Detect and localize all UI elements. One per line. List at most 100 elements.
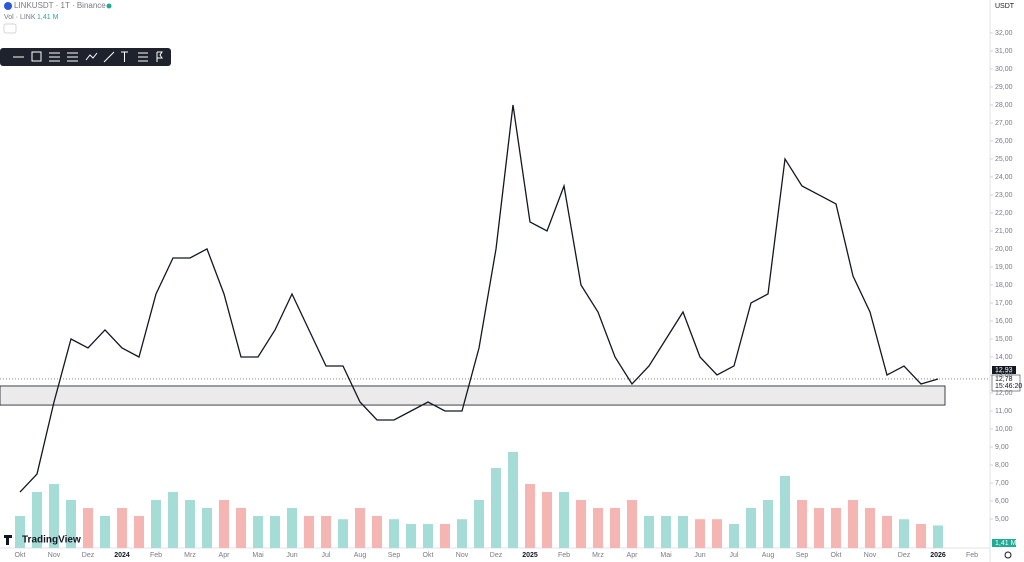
x-tick-label: Mai [252, 552, 264, 559]
y-tick-label: 25,00 [995, 156, 1013, 163]
volume-badge-label: 1,41 M [995, 540, 1017, 547]
volume-bar [712, 519, 722, 548]
y-tick-label: 5,00 [995, 516, 1009, 523]
symbol: LINKUSDT · 1T · Binance [14, 1, 106, 10]
volume-bar [117, 508, 127, 548]
y-tick-label: 19,00 [995, 264, 1013, 271]
volume-bar [321, 516, 331, 548]
settings-button[interactable] [1004, 551, 1012, 559]
volume-bar [287, 508, 297, 548]
volume-bar [865, 508, 875, 548]
volume-bar [270, 516, 280, 548]
last-price-label: 12,78 [995, 376, 1013, 383]
volume-bar [746, 508, 756, 548]
volume-bar [355, 508, 365, 548]
y-tick-label: 23,00 [995, 192, 1013, 199]
volume-bar [440, 524, 450, 548]
y-tick-label: 26,00 [995, 138, 1013, 145]
x-tick-label: Nov [456, 552, 469, 559]
volume-bar [389, 519, 399, 548]
countdown: 15:46:20 [995, 383, 1022, 390]
volume-bar [627, 500, 637, 548]
x-tick-label: Jul [322, 552, 331, 559]
x-tick-label: 2026 [930, 552, 946, 559]
volume-bar [49, 484, 59, 548]
y-tick-label: 6,00 [995, 498, 1009, 505]
y-tick-label: 18,00 [995, 282, 1013, 289]
volume-bar [661, 516, 671, 548]
volume-bar [508, 452, 518, 548]
collapse-button[interactable] [3, 23, 17, 34]
x-tick-label: Feb [150, 552, 162, 559]
volume-bar [525, 484, 535, 548]
symbol-icon [4, 2, 12, 10]
status-dot [106, 3, 112, 9]
vol-value: 1,41 M [37, 14, 59, 21]
plot [0, 32, 993, 548]
volume-bar [559, 492, 569, 548]
volume-bar [202, 508, 212, 548]
y-tick-label: 15,00 [995, 336, 1013, 343]
x-tick-label: Nov [48, 552, 61, 559]
y-tick-label: 22,00 [995, 210, 1013, 217]
support-zone [0, 385, 946, 406]
volume-bar [32, 492, 42, 548]
last-price-badge [991, 374, 1021, 392]
price-line-label: 12,93 [995, 367, 1013, 374]
volume-bar [491, 468, 501, 548]
volume-bar [338, 519, 348, 548]
y-tick-label: 17,00 [995, 300, 1013, 307]
volume-bar [474, 500, 484, 548]
x-tick-label: Jul [730, 552, 739, 559]
x-tick-label: Mrz [184, 552, 196, 559]
volume-bar [814, 508, 824, 548]
volume-bar [593, 508, 603, 548]
x-tick-label: Aug [354, 552, 367, 559]
brand-logo [4, 535, 12, 545]
y-tick-label: 28,00 [995, 102, 1013, 109]
x-tick-label: Aug [762, 552, 775, 559]
volume-bar [780, 476, 790, 548]
y-tick-label: 29,00 [995, 84, 1013, 91]
x-tick-label: 2025 [522, 552, 538, 559]
y-tick-label: 32,00 [995, 30, 1013, 37]
volume-bar [831, 508, 841, 548]
y-tick-label: 27,00 [995, 120, 1013, 127]
y-tick-label: 16,00 [995, 318, 1013, 325]
x-tick-label: Jun [694, 552, 705, 559]
volume-bar [185, 500, 195, 548]
volume-bar [372, 516, 382, 548]
y-tick-label: 21,00 [995, 228, 1013, 235]
volume-bar [219, 500, 229, 548]
volume-bar [542, 492, 552, 548]
y-tick-label: 12,00 [995, 390, 1013, 397]
y-tick-label: 9,00 [995, 444, 1009, 451]
volume-bar [168, 492, 178, 548]
x-tick-label: Apr [219, 552, 231, 559]
price-line-badge [992, 366, 1016, 374]
y-tick-label: 11,00 [995, 408, 1012, 415]
x-tick-label: Mai [660, 552, 672, 559]
y-tick-label: 10,00 [995, 426, 1013, 433]
x-tick-label: Mrz [592, 552, 604, 559]
volume-bar [253, 516, 263, 548]
x-tick-label: Nov [864, 552, 877, 559]
y-tick-label: 20,00 [995, 246, 1013, 253]
volume-bar [882, 516, 892, 548]
volume-bar [678, 516, 688, 548]
y-tick-label: 14,00 [995, 354, 1013, 361]
volume-bar [83, 508, 93, 548]
drawing-toolbar[interactable] [0, 48, 171, 66]
volume-bar [763, 500, 773, 548]
volume-bar [848, 500, 858, 548]
x-tick-label: Feb [966, 552, 978, 559]
x-tick-label: Dez [490, 552, 503, 559]
volume-bar [729, 524, 739, 548]
volume-bar [236, 508, 246, 548]
volume-bar [134, 516, 144, 548]
x-tick-label: Okt [423, 552, 434, 559]
volume-bar [406, 524, 416, 548]
x-tick-label: Jun [286, 552, 297, 559]
volume-bar [100, 516, 110, 548]
